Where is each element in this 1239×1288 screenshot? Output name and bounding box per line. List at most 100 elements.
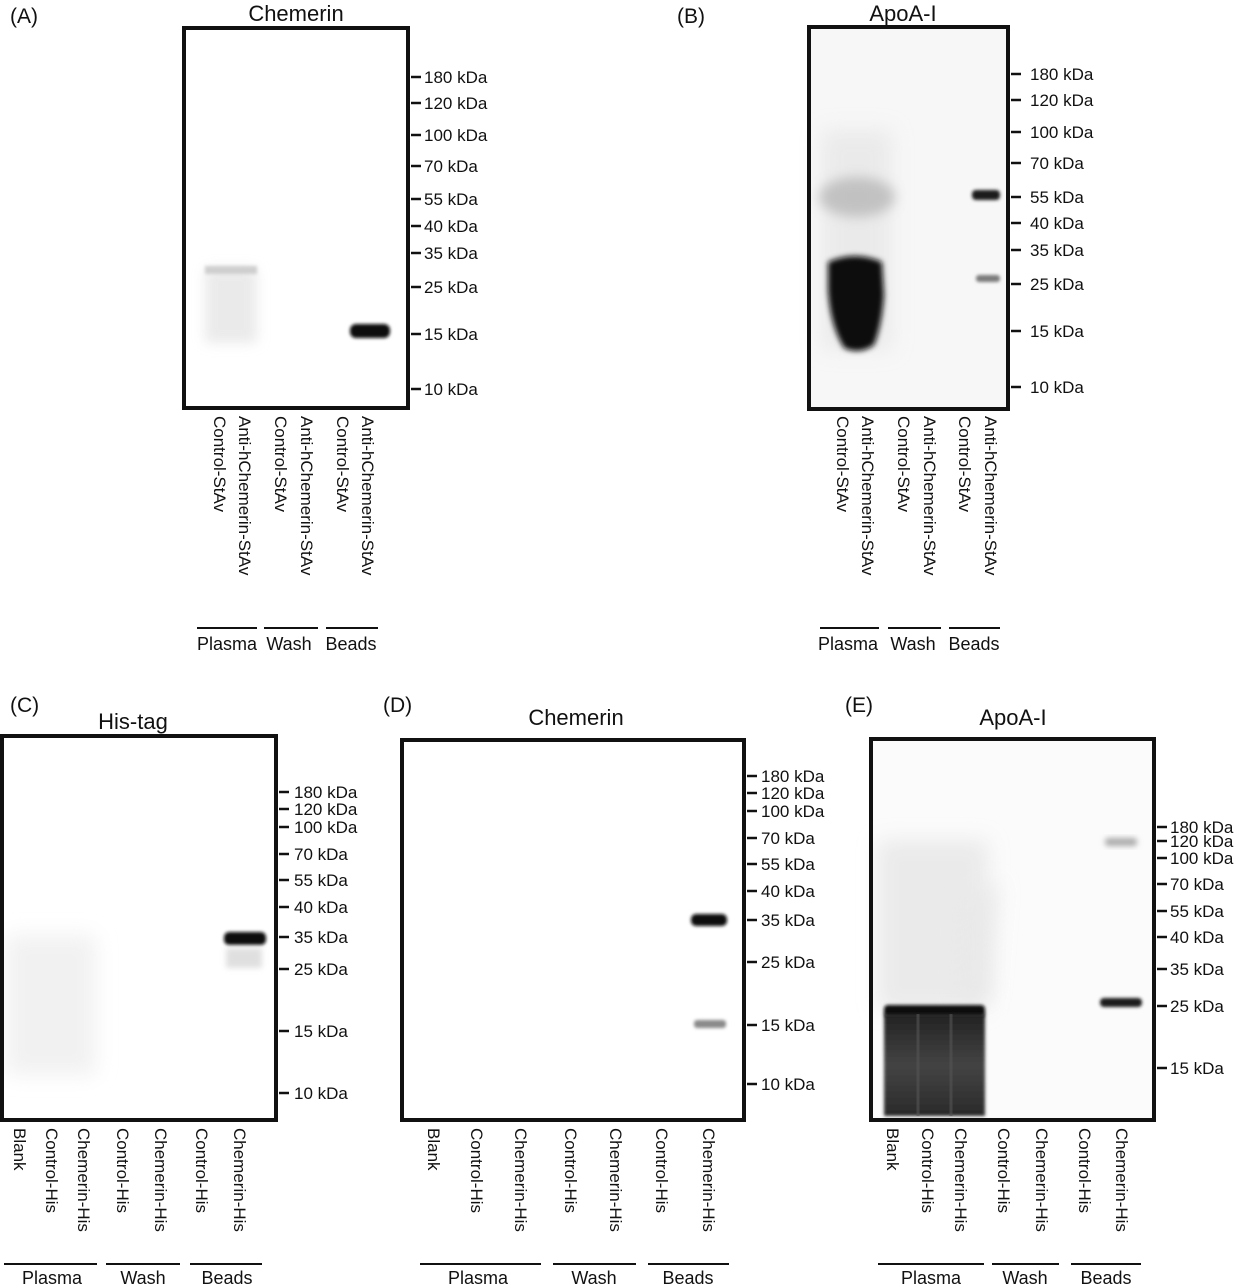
faint-band — [976, 275, 1000, 282]
marker-label: 100 kDa — [761, 802, 825, 821]
lane-label: Control-His — [561, 1128, 580, 1213]
marker-ladder: 180 kDa 120 kDa 100 kDa 70 kDa 55 kDa 40… — [747, 767, 825, 1094]
marker-label: 70 kDa — [761, 829, 815, 848]
blot-membrane — [807, 25, 1010, 411]
lane-label: Chemerin-His — [230, 1128, 249, 1232]
saturated-band — [828, 256, 884, 351]
group-label: Beads — [325, 634, 376, 654]
group-label: Wash — [266, 634, 311, 654]
marker-label: 120 kDa — [1170, 832, 1234, 851]
group-labels: Plasma Wash Beads — [818, 627, 1000, 654]
group-label: Plasma — [22, 1268, 83, 1288]
marker-label: 100 kDa — [294, 818, 358, 837]
lane-label: Blank — [883, 1128, 902, 1171]
marker-label: 35 kDa — [1030, 241, 1084, 260]
lane-labels: Blank Control-His Chemerin-His Control-H… — [424, 1128, 718, 1232]
panel-label: (A) — [10, 5, 38, 28]
marker-label: 100 kDa — [1170, 849, 1234, 868]
lane-labels: Control-StAv Anti-hChemerin-StAv Control… — [210, 416, 377, 576]
group-label: Wash — [890, 634, 935, 654]
marker-label: 70 kDa — [1170, 875, 1224, 894]
marker-ladder: 180 kDa 120 kDa 100 kDa 70 kDa 55 kDa 40… — [279, 783, 358, 1103]
faint-band — [1105, 838, 1137, 846]
marker-label: 15 kDa — [294, 1022, 348, 1041]
marker-ladder: 180 kDa 120 kDa 100 kDa 70 kDa 55 kDa 40… — [411, 68, 488, 399]
marker-label: 180 kDa — [761, 767, 825, 786]
lane-label: Control-StAv — [271, 416, 290, 513]
marker-label: 55 kDa — [1170, 902, 1224, 921]
lane-label: Control-His — [113, 1128, 132, 1213]
marker-label: 15 kDa — [1170, 1059, 1224, 1078]
blot-membrane — [400, 738, 746, 1122]
group-labels: Plasma Wash Beads — [878, 1263, 1141, 1288]
lane-label: Chemerin-His — [1112, 1128, 1131, 1232]
strong-band — [691, 914, 727, 926]
lane-label: Anti-hChemerin-StAv — [297, 416, 316, 576]
lane-label: Control-StAv — [894, 416, 913, 513]
marker-label: 70 kDa — [424, 157, 478, 176]
marker-label: 25 kDa — [761, 953, 815, 972]
panel-label: (D) — [383, 694, 412, 717]
blot-membrane — [0, 734, 278, 1122]
marker-label: 40 kDa — [1170, 928, 1224, 947]
panel-e: (E) ApoA-I 180 kDa 120 kDa 100 kDa — [845, 694, 1234, 1288]
group-labels: Plasma Wash Beads — [197, 627, 378, 654]
marker-label: 55 kDa — [1030, 188, 1084, 207]
marker-label: 120 kDa — [1030, 91, 1094, 110]
lane-label: Chemerin-His — [151, 1128, 170, 1232]
marker-label: 25 kDa — [1030, 275, 1084, 294]
faint-band — [205, 266, 257, 274]
marker-label: 120 kDa — [424, 94, 488, 113]
group-labels: Plasma Wash Beads — [4, 1263, 262, 1288]
faint-smear-band — [205, 268, 257, 343]
marker-label: 15 kDa — [424, 325, 478, 344]
lane-label: Blank — [424, 1128, 443, 1171]
marker-label: 25 kDa — [1170, 997, 1224, 1016]
lane-label: Anti-hChemerin-StAv — [981, 416, 1000, 576]
lane-label: Control-StAv — [333, 416, 352, 513]
marker-label: 40 kDa — [1030, 214, 1084, 233]
lane-label: Control-His — [994, 1128, 1013, 1213]
lane-label: Chemerin-His — [951, 1128, 970, 1232]
lane-label: Chemerin-His — [1032, 1128, 1051, 1232]
panel-d: (D) Chemerin 180 kDa 120 kDa 100 kDa 70 … — [383, 694, 825, 1288]
marker-label: 70 kDa — [1030, 154, 1084, 173]
group-label: Beads — [201, 1268, 252, 1288]
marker-label: 100 kDa — [424, 126, 488, 145]
group-label: Wash — [1002, 1268, 1047, 1288]
marker-label: 15 kDa — [761, 1016, 815, 1035]
lane-label: Control-His — [652, 1128, 671, 1213]
lane-label: Chemerin-His — [606, 1128, 625, 1232]
lane-label: Anti-hChemerin-StAv — [235, 416, 254, 576]
marker-label: 120 kDa — [761, 784, 825, 803]
marker-label: 180 kDa — [424, 68, 488, 87]
panel-title: ApoA-I — [979, 705, 1046, 730]
marker-label: 35 kDa — [424, 244, 478, 263]
group-labels: Plasma Wash Beads — [420, 1263, 729, 1288]
marker-label: 35 kDa — [294, 928, 348, 947]
marker-ladder: 180 kDa 120 kDa 100 kDa 70 kDa 55 kDa 40… — [1011, 65, 1094, 397]
marker-label: 180 kDa — [294, 783, 358, 802]
lane-label: Control-StAv — [833, 416, 852, 513]
panel-label: (C) — [10, 694, 39, 717]
marker-label: 180 kDa — [1170, 818, 1234, 837]
group-label: Wash — [120, 1268, 165, 1288]
group-label: Beads — [662, 1268, 713, 1288]
panel-title: Chemerin — [248, 1, 343, 26]
marker-label: 10 kDa — [1030, 378, 1084, 397]
lane-label: Control-His — [918, 1128, 937, 1213]
group-label: Plasma — [818, 634, 879, 654]
strong-band — [1100, 998, 1142, 1007]
marker-label: 10 kDa — [761, 1075, 815, 1094]
marker-label: 180 kDa — [1030, 65, 1094, 84]
marker-label: 35 kDa — [761, 911, 815, 930]
lane-label: Control-His — [192, 1128, 211, 1213]
marker-label: 35 kDa — [1170, 960, 1224, 979]
lane-labels: Control-StAv Anti-hChemerin-StAv Control… — [833, 416, 1000, 576]
lane-label: Chemerin-His — [74, 1128, 93, 1232]
diffuse-band — [819, 177, 895, 217]
panel-b: (B) ApoA-I 180 kDa 120 kDa 100 kDa 70 kD… — [677, 1, 1094, 654]
marker-label: 10 kDa — [424, 380, 478, 399]
blot-membrane — [869, 737, 1156, 1122]
